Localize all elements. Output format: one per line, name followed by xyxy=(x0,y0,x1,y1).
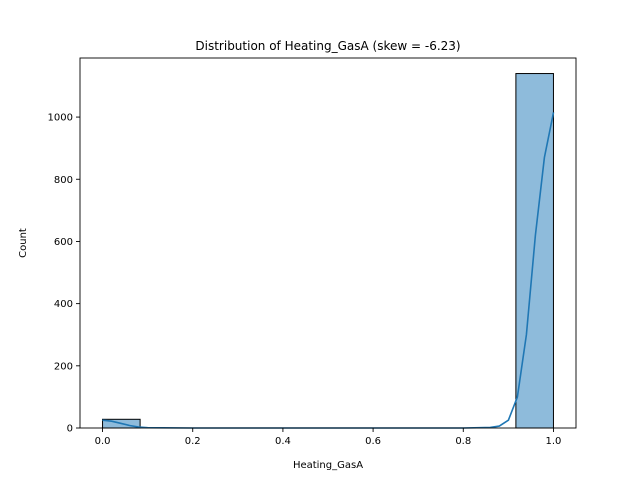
y-axis: 0 200 400 600 800 1000 xyxy=(48,113,80,435)
x-tick-label: 0.0 xyxy=(95,436,111,447)
x-tick-label: 0.8 xyxy=(455,436,471,447)
x-tick-label: 0.6 xyxy=(365,436,381,447)
x-axis-label: Heating_GasA xyxy=(293,460,363,471)
chart-title: Distribution of Heating_GasA (skew = -6.… xyxy=(195,39,460,53)
kde-curve xyxy=(102,112,555,429)
y-tick-label: 1000 xyxy=(48,113,73,124)
y-tick-label: 600 xyxy=(54,237,73,248)
x-axis: 0.0 0.2 0.4 0.6 0.8 1.0 xyxy=(95,428,562,447)
y-axis-label: Count xyxy=(18,228,29,258)
x-tick-label: 1.0 xyxy=(546,436,562,447)
x-tick-label: 0.4 xyxy=(275,436,291,447)
y-tick-label: 200 xyxy=(54,361,73,372)
bars-group xyxy=(102,73,554,429)
y-tick-label: 400 xyxy=(54,299,73,310)
x-tick-label: 0.2 xyxy=(185,436,201,447)
plot-frame xyxy=(79,57,577,429)
y-tick-label: 800 xyxy=(54,175,73,186)
y-tick-label: 0 xyxy=(67,424,73,435)
